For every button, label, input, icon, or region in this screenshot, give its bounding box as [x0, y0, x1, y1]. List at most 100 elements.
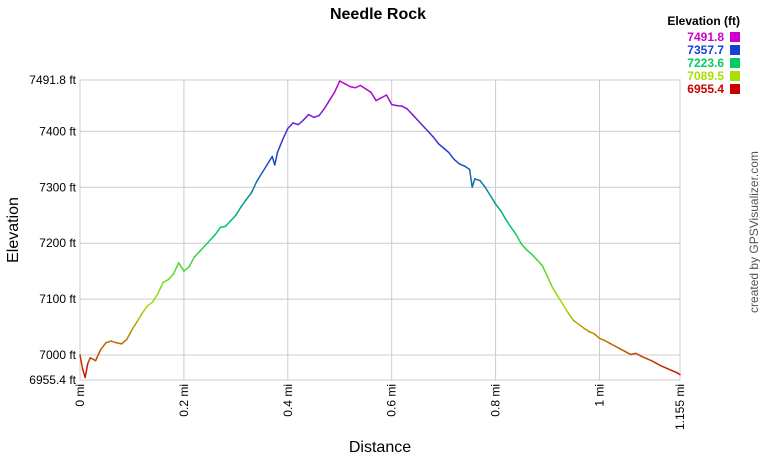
elevation-segment [468, 168, 473, 189]
elevation-segment [671, 369, 679, 374]
elevation-segment [359, 84, 367, 90]
elevation-segment [500, 210, 507, 221]
elevation-segment [274, 151, 279, 166]
elevation-segment [193, 250, 201, 258]
elevation-segment [437, 142, 445, 149]
y-tick-label: 6955.4 ft [29, 373, 76, 387]
x-tick-label: 0.6 mi [385, 384, 399, 417]
elevation-segment [577, 323, 585, 329]
elevation-segment [89, 357, 97, 362]
elevation-segment [370, 91, 377, 102]
elevation-segment [177, 262, 185, 272]
elevation-segment [318, 108, 325, 117]
elevation-segment [255, 172, 263, 183]
chart-title: Needle Rock [330, 6, 426, 23]
elevation-segment [198, 245, 206, 253]
elevation-segment [567, 312, 575, 322]
x-tick-label: 1 mi [592, 384, 606, 407]
elevation-segment [471, 178, 476, 189]
elevation-segment [136, 312, 144, 323]
elevation-segment [635, 352, 642, 357]
elevation-segment [557, 295, 564, 306]
elevation-segment [240, 198, 247, 208]
elevation-segment [79, 354, 84, 370]
x-tick-label: 0.4 mi [281, 384, 295, 417]
elevation-segment [110, 340, 118, 344]
elevation-segment [442, 147, 450, 154]
elevation-segment [261, 164, 268, 175]
elevation-segment [640, 355, 647, 360]
elevation-segment [401, 105, 409, 110]
elevation-series [79, 80, 681, 379]
elevation-segment [338, 80, 346, 85]
elevation-segment [614, 345, 622, 350]
elevation-segment [396, 104, 403, 107]
elevation-segment [224, 220, 232, 228]
elevation-segment [645, 357, 653, 362]
elevation-segment [406, 108, 414, 116]
elevation-segment [629, 352, 637, 356]
elevation-segment [593, 333, 601, 340]
elevation-segment [162, 278, 170, 284]
y-axis-ticks: 6955.4 ft 7000 ft 7100 ft 7200 ft 7300 ft 740… [29, 73, 76, 387]
elevation-segment [666, 367, 673, 372]
elevation-segment [427, 130, 434, 138]
elevation-segment [84, 362, 89, 379]
elevation-segment [313, 114, 320, 119]
elevation-segment [344, 83, 351, 88]
legend-swatch [730, 58, 740, 68]
elevation-segment [157, 281, 164, 295]
legend-title: Elevation (ft) [667, 14, 740, 28]
legend-label: 6955.4 [687, 82, 724, 96]
elevation-segment [235, 206, 242, 216]
elevation-segment [266, 155, 273, 166]
elevation-segment [100, 342, 107, 351]
x-tick-label: 0 mi [73, 384, 87, 407]
elevation-segment [526, 249, 533, 256]
elevation-segment [619, 348, 627, 353]
legend-swatch [730, 45, 740, 55]
elevation-segment [422, 124, 429, 133]
elevation-segment [349, 85, 357, 89]
elevation-segment [609, 342, 616, 347]
elevation-segment [333, 80, 341, 93]
elevation-segment [661, 365, 668, 370]
elevation-segment [172, 262, 180, 275]
legend-label: 7357.7 [687, 43, 724, 57]
elevation-segment [302, 113, 310, 121]
elevation-segment [141, 305, 149, 314]
elevation-segment [245, 192, 253, 201]
elevation-segment [624, 350, 632, 356]
legend-swatch [730, 32, 740, 42]
y-tick-label: 7400 ft [39, 124, 76, 138]
elevation-segment [94, 348, 102, 362]
elevation-segment [676, 372, 681, 376]
elevation-segment [520, 243, 528, 251]
elevation-segment [188, 256, 196, 268]
elevation-segment [531, 253, 538, 261]
elevation-segment [484, 186, 492, 197]
elevation-segment [354, 84, 362, 89]
elevation-segment [432, 136, 440, 145]
elevation-segment [146, 301, 154, 307]
x-axis-ticks: 0 mi 0.2 mi 0.4 mi 0.6 mi 0.8 mi 1 mi 1.155 mi [73, 384, 687, 430]
elevation-segment [598, 337, 606, 342]
elevation-segment [328, 91, 336, 102]
elevation-segment [380, 94, 388, 99]
elevation-segment [416, 119, 424, 127]
legend-swatch [730, 71, 740, 81]
elevation-segment [562, 303, 570, 314]
legend-label: 7223.6 [687, 56, 724, 70]
x-tick-label: 0.2 mi [177, 384, 191, 417]
elevation-segment [87, 357, 92, 365]
elevation-segment [105, 340, 112, 344]
elevation-segment [494, 203, 502, 212]
y-axis-title: Elevation [5, 197, 22, 263]
credit-text: created by GPSVisualizer.com [747, 151, 760, 313]
elevation-segment [375, 97, 383, 102]
elevation-segment [203, 239, 211, 247]
elevation-segment [505, 218, 512, 229]
y-tick-label: 7300 ft [39, 180, 76, 194]
elevation-segment [546, 276, 554, 289]
